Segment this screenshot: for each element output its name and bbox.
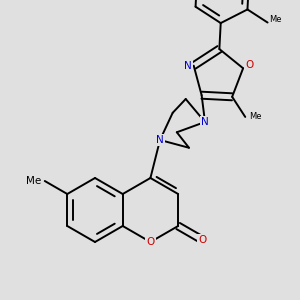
Text: N: N	[156, 135, 164, 145]
Text: N: N	[201, 117, 209, 127]
Text: O: O	[198, 235, 206, 245]
Text: O: O	[245, 60, 253, 70]
Text: Me: Me	[249, 112, 262, 122]
Text: N: N	[184, 61, 192, 71]
Text: O: O	[146, 237, 154, 247]
Text: Me: Me	[270, 15, 282, 24]
Text: Me: Me	[26, 176, 41, 186]
